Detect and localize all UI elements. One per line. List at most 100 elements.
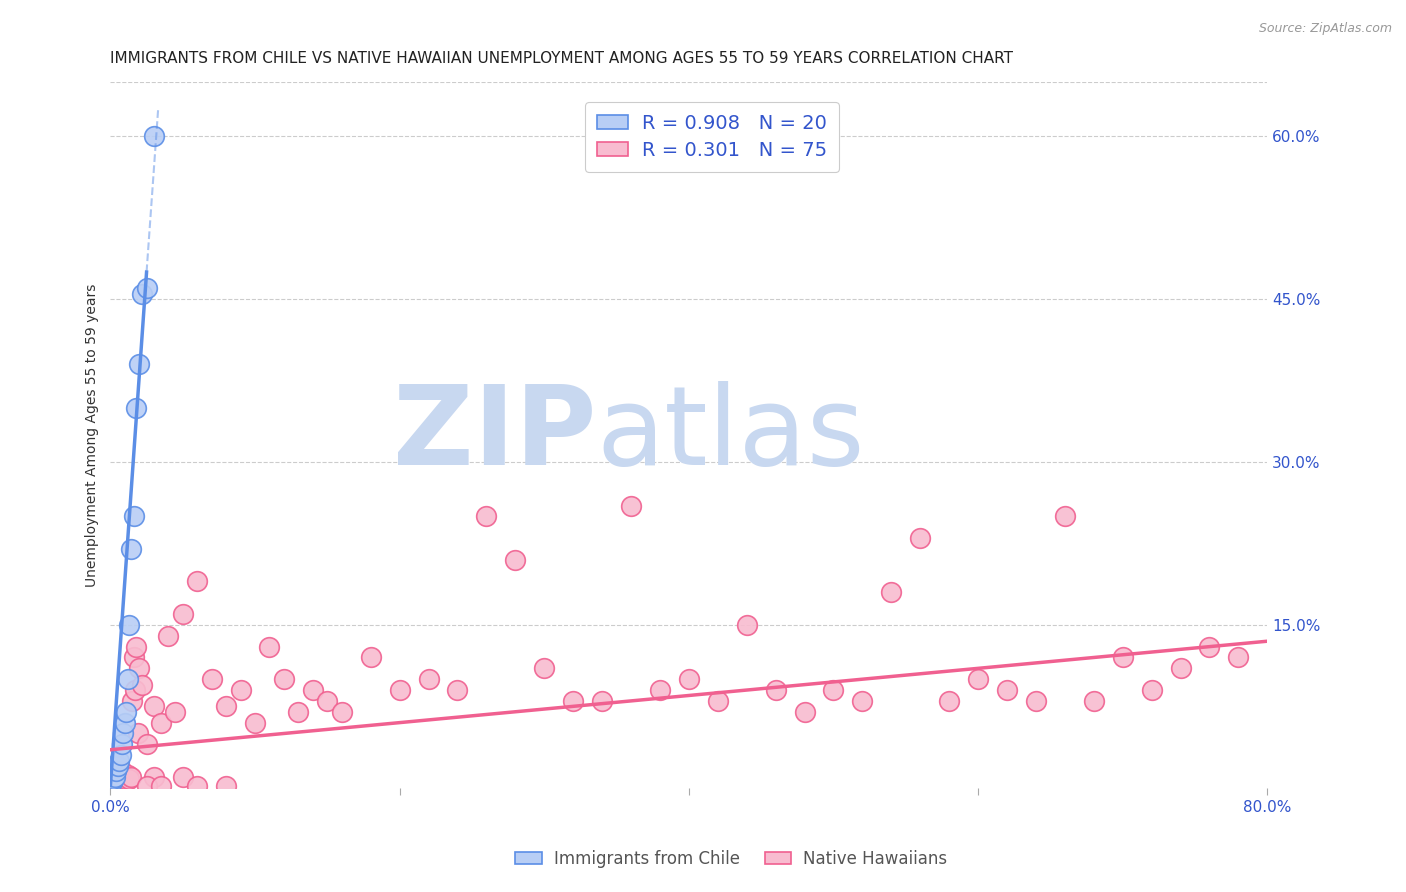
Point xyxy=(243,715,266,730)
Point xyxy=(851,694,873,708)
Point xyxy=(114,772,136,786)
Point xyxy=(1140,683,1163,698)
Point xyxy=(1198,640,1220,654)
Point xyxy=(115,770,138,784)
Text: atlas: atlas xyxy=(596,382,865,489)
Point xyxy=(105,764,128,779)
Point xyxy=(562,694,585,708)
Point xyxy=(110,748,132,763)
Text: ZIP: ZIP xyxy=(392,382,596,489)
Point xyxy=(186,574,208,589)
Point xyxy=(105,772,128,786)
Point xyxy=(172,770,194,784)
Point xyxy=(122,650,145,665)
Text: Source: ZipAtlas.com: Source: ZipAtlas.com xyxy=(1258,22,1392,36)
Point xyxy=(125,401,148,415)
Point xyxy=(101,775,124,789)
Point xyxy=(120,770,142,784)
Point xyxy=(114,715,136,730)
Point xyxy=(150,715,173,730)
Point xyxy=(735,618,758,632)
Legend: Immigrants from Chile, Native Hawaiians: Immigrants from Chile, Native Hawaiians xyxy=(509,844,953,875)
Point xyxy=(1112,650,1135,665)
Point xyxy=(104,770,127,784)
Point xyxy=(938,694,960,708)
Point xyxy=(418,672,440,686)
Point xyxy=(591,694,613,708)
Point xyxy=(967,672,990,686)
Point xyxy=(142,770,165,784)
Point xyxy=(215,699,238,714)
Point xyxy=(793,705,815,719)
Point xyxy=(765,683,787,698)
Point xyxy=(165,705,187,719)
Point xyxy=(446,683,468,698)
Point xyxy=(505,553,527,567)
Point xyxy=(475,509,498,524)
Point xyxy=(103,772,125,786)
Point xyxy=(330,705,353,719)
Point xyxy=(186,779,208,793)
Point xyxy=(131,678,153,692)
Point xyxy=(112,726,135,740)
Point xyxy=(360,650,382,665)
Point xyxy=(880,585,903,599)
Point xyxy=(117,768,139,782)
Point xyxy=(108,754,131,768)
Point xyxy=(910,531,932,545)
Legend: R = 0.908   N = 20, R = 0.301   N = 75: R = 0.908 N = 20, R = 0.301 N = 75 xyxy=(585,103,838,171)
Point xyxy=(110,768,132,782)
Point xyxy=(1083,694,1105,708)
Point xyxy=(121,694,143,708)
Point xyxy=(103,775,125,789)
Point xyxy=(127,726,149,740)
Point xyxy=(142,699,165,714)
Point xyxy=(120,541,142,556)
Point xyxy=(533,661,555,675)
Point xyxy=(107,759,129,773)
Point xyxy=(135,737,157,751)
Point xyxy=(648,683,671,698)
Y-axis label: Unemployment Among Ages 55 to 59 years: Unemployment Among Ages 55 to 59 years xyxy=(86,284,100,587)
Point xyxy=(1025,694,1047,708)
Point xyxy=(131,286,153,301)
Point xyxy=(124,683,146,698)
Point xyxy=(117,672,139,686)
Text: IMMIGRANTS FROM CHILE VS NATIVE HAWAIIAN UNEMPLOYMENT AMONG AGES 55 TO 59 YEARS : IMMIGRANTS FROM CHILE VS NATIVE HAWAIIAN… xyxy=(111,51,1014,66)
Point xyxy=(1227,650,1250,665)
Point xyxy=(229,683,252,698)
Point xyxy=(150,779,173,793)
Point xyxy=(707,694,730,708)
Point xyxy=(122,509,145,524)
Point xyxy=(995,683,1018,698)
Point xyxy=(201,672,224,686)
Point xyxy=(388,683,411,698)
Point xyxy=(823,683,845,698)
Point xyxy=(118,772,141,786)
Point xyxy=(104,770,127,784)
Point xyxy=(107,770,129,784)
Point xyxy=(118,618,141,632)
Point xyxy=(1170,661,1192,675)
Point xyxy=(101,775,124,789)
Point xyxy=(273,672,295,686)
Point xyxy=(678,672,700,686)
Point xyxy=(215,779,238,793)
Point xyxy=(128,357,150,371)
Point xyxy=(135,779,157,793)
Point xyxy=(620,499,643,513)
Point xyxy=(172,607,194,621)
Point xyxy=(135,281,157,295)
Point xyxy=(108,772,131,786)
Point xyxy=(142,129,165,144)
Point xyxy=(128,661,150,675)
Point xyxy=(1053,509,1076,524)
Point xyxy=(287,705,309,719)
Point xyxy=(125,640,148,654)
Point xyxy=(112,770,135,784)
Point xyxy=(111,764,134,779)
Point xyxy=(302,683,325,698)
Point xyxy=(259,640,281,654)
Point xyxy=(157,629,180,643)
Point xyxy=(111,737,134,751)
